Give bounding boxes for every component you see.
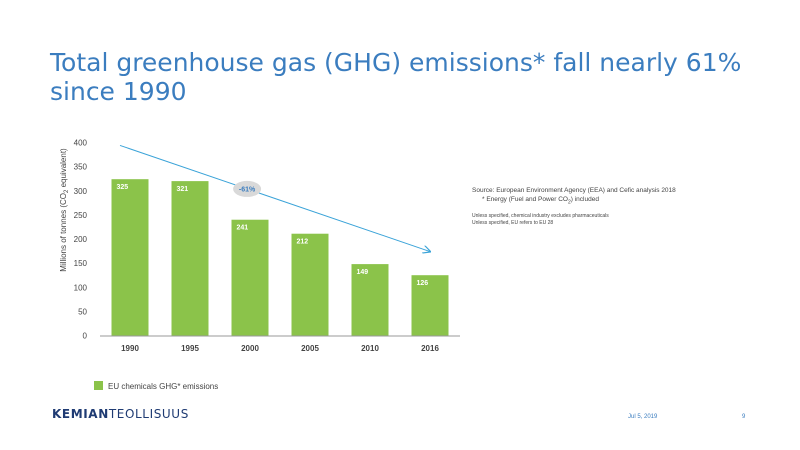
legend-swatch (94, 381, 103, 390)
x-tick-label: 2000 (241, 344, 259, 353)
y-tick-label: 250 (74, 211, 88, 220)
bars: 325 321 241 212 149 126 (111, 179, 449, 336)
y-tick-label: 0 (83, 332, 88, 341)
x-axis: 1990 1995 2000 2005 2010 2016 (121, 344, 439, 353)
x-tick-label: 1990 (121, 344, 139, 353)
slide-title: Total greenhouse gas (GHG) emissions* fa… (50, 48, 742, 106)
bar (351, 264, 389, 336)
energy-note-suffix: ) included (570, 196, 599, 203)
logo-part1: KEMIAN (52, 407, 109, 421)
y-tick-label: 150 (74, 259, 88, 268)
bar-value-label: 321 (177, 186, 189, 193)
x-tick-label: 2010 (361, 344, 379, 353)
source-notes: Source: European Environment Agency (EEA… (472, 186, 676, 227)
bar (111, 179, 149, 336)
trend-badge (233, 180, 262, 197)
company-logo: KEMIANTEOLLISUUS (52, 407, 189, 421)
bar-value-label: 325 (117, 184, 129, 191)
energy-note: * Energy (Fuel and Power CO2) included (472, 195, 676, 207)
legend-label: EU chemicals GHG* emissions (108, 382, 218, 391)
y-tick-label: 100 (74, 283, 88, 292)
bar (291, 233, 329, 336)
energy-note-sub: 2 (567, 199, 571, 206)
y-tick-label: 200 (74, 235, 88, 244)
logo-part2: TEOLLISUUS (108, 407, 189, 421)
x-tick-label: 2005 (301, 344, 319, 353)
bar-value-label: 212 (297, 239, 309, 246)
footer-date: Jul 5, 2019 (628, 414, 658, 420)
energy-note-prefix: * Energy (Fuel and Power CO (482, 196, 568, 203)
bar (171, 181, 209, 336)
x-tick-label: 1995 (181, 344, 199, 353)
bar-value-label: 126 (417, 280, 429, 287)
y-axis: 0 50 100 150 200 250 300 350 400 (74, 139, 88, 341)
y-axis-label-suffix: equivalent) (59, 148, 68, 190)
bar (411, 275, 449, 336)
eu-note: Unless specified, EU refers to EU 28 (472, 220, 554, 227)
bar-value-label: 241 (237, 225, 249, 232)
trend-label: -61% (239, 186, 256, 193)
y-axis-label: Millions of tonnes (CO2 equivalent) (59, 148, 70, 272)
y-tick-label: 50 (78, 307, 87, 316)
page-number: 9 (742, 414, 746, 420)
y-axis-label-prefix: Millions of tonnes (CO (59, 193, 68, 272)
bar-value-label: 149 (357, 269, 369, 276)
pharma-note: Unless specified, chemical industry excl… (472, 213, 609, 220)
y-axis-label-sub: 2 (64, 189, 70, 193)
x-tick-label: 2016 (421, 344, 439, 353)
trend-arrow (119, 144, 430, 251)
y-tick-label: 350 (74, 163, 88, 172)
bar (231, 219, 269, 336)
source-note: Source: European Environment Agency (EEA… (472, 187, 676, 194)
y-tick-label: 400 (74, 139, 88, 148)
y-tick-label: 300 (74, 187, 88, 196)
